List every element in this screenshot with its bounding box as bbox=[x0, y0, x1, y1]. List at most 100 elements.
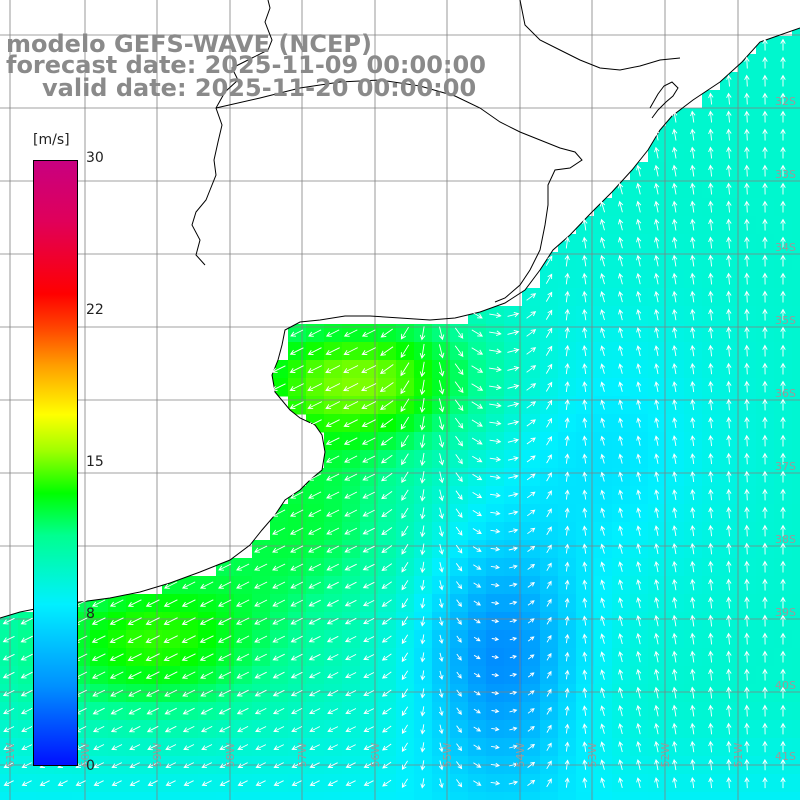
uruguay-river-border bbox=[191, 0, 273, 266]
wind-arrow bbox=[636, 272, 642, 285]
wind-arrow bbox=[325, 347, 340, 355]
wind-arrow bbox=[708, 704, 714, 717]
wind-arrow bbox=[471, 329, 484, 337]
wind-arrow bbox=[526, 329, 537, 337]
wind-arrow bbox=[564, 723, 570, 734]
wind-arrow bbox=[708, 614, 714, 627]
wind-arrow bbox=[272, 653, 285, 661]
wind-arrow bbox=[564, 399, 570, 410]
wind-arrow bbox=[473, 762, 482, 768]
wind-arrow bbox=[381, 653, 392, 661]
wind-arrow bbox=[420, 543, 426, 556]
wind-arrow bbox=[20, 707, 33, 715]
wind-arrow bbox=[726, 92, 732, 105]
wind-arrow bbox=[708, 326, 714, 339]
wind-arrow bbox=[708, 668, 714, 681]
wind-arrow bbox=[690, 128, 696, 141]
wind-arrow bbox=[325, 329, 340, 337]
wind-arrow bbox=[272, 671, 285, 679]
wind-arrow bbox=[780, 632, 786, 645]
wind-arrow bbox=[344, 581, 357, 589]
wind-arrow bbox=[489, 420, 502, 426]
wind-arrow bbox=[564, 489, 570, 500]
wind-arrow bbox=[708, 686, 714, 699]
wind-arrow bbox=[527, 618, 535, 624]
wind-arrow bbox=[762, 92, 768, 105]
wind-arrow bbox=[636, 543, 642, 554]
wind-arrow bbox=[564, 579, 570, 590]
wind-arrow bbox=[57, 780, 68, 786]
wind-arrow bbox=[326, 563, 340, 571]
wind-arrow bbox=[237, 780, 248, 786]
wind-arrow bbox=[582, 435, 588, 446]
field-cell bbox=[324, 792, 343, 800]
wind-arrow bbox=[762, 470, 768, 483]
wind-arrow bbox=[564, 543, 570, 554]
wind-arrow bbox=[362, 473, 376, 481]
wind-arrow bbox=[309, 744, 321, 751]
wind-arrow bbox=[780, 182, 786, 195]
wind-arrow bbox=[363, 708, 375, 715]
field-cell bbox=[792, 486, 800, 505]
wind-arrow bbox=[526, 419, 536, 427]
wind-arrow bbox=[654, 614, 660, 627]
wind-arrow bbox=[636, 704, 642, 717]
wind-arrow bbox=[308, 653, 321, 661]
wind-arrow bbox=[343, 419, 358, 427]
wind-arrow bbox=[546, 652, 552, 661]
wind-arrow bbox=[708, 416, 714, 429]
wind-arrow bbox=[217, 617, 232, 625]
wind-arrow bbox=[109, 617, 124, 625]
wind-arrow bbox=[582, 723, 588, 734]
wind-arrow bbox=[636, 435, 642, 446]
field-cell bbox=[522, 792, 541, 800]
wind-arrow bbox=[381, 707, 392, 715]
field-cell bbox=[504, 792, 523, 800]
wind-arrow bbox=[600, 705, 606, 717]
wind-arrow bbox=[636, 399, 642, 410]
wind-arrow bbox=[582, 687, 588, 698]
field-cell bbox=[792, 252, 800, 271]
wind-arrow bbox=[618, 668, 624, 681]
wind-arrow bbox=[618, 236, 624, 249]
wind-arrow bbox=[762, 398, 768, 411]
wind-arrow bbox=[654, 722, 660, 735]
wind-arrow bbox=[509, 726, 518, 732]
wind-arrow bbox=[381, 581, 392, 589]
wind-arrow bbox=[420, 670, 426, 681]
field-cell bbox=[792, 684, 800, 703]
wind-arrow bbox=[762, 722, 768, 735]
wind-arrow bbox=[110, 707, 123, 715]
wind-arrow bbox=[726, 452, 732, 465]
wind-arrow bbox=[726, 758, 732, 771]
wind-arrow bbox=[254, 581, 268, 589]
wind-arrow bbox=[199, 635, 214, 643]
wind-arrow bbox=[744, 776, 750, 789]
wind-arrow bbox=[546, 526, 552, 536]
wind-arrow bbox=[762, 38, 768, 51]
wind-arrow bbox=[762, 164, 768, 177]
wind-arrow bbox=[618, 489, 624, 500]
wind-arrow bbox=[708, 596, 714, 609]
wind-arrow bbox=[472, 455, 483, 463]
wind-arrow bbox=[181, 653, 196, 661]
wind-arrow bbox=[163, 635, 178, 643]
wind-arrow bbox=[618, 435, 624, 446]
colorbar-tick-15: 15 bbox=[86, 454, 104, 470]
wind-arrow bbox=[489, 348, 502, 355]
wind-arrow bbox=[420, 616, 426, 627]
wind-arrow bbox=[454, 327, 464, 339]
wind-arrow bbox=[618, 182, 624, 195]
wind-arrow bbox=[308, 563, 322, 571]
wind-arrow bbox=[654, 164, 660, 177]
wind-arrow bbox=[726, 506, 732, 519]
wind-arrow bbox=[582, 543, 588, 554]
wind-arrow bbox=[273, 762, 284, 768]
wind-arrow bbox=[289, 347, 304, 355]
wind-arrow bbox=[272, 527, 286, 535]
wind-arrow bbox=[545, 345, 553, 356]
wind-arrow bbox=[744, 524, 750, 537]
wind-arrow bbox=[526, 401, 537, 409]
wind-arrow bbox=[21, 726, 33, 733]
wind-arrow bbox=[290, 635, 303, 643]
